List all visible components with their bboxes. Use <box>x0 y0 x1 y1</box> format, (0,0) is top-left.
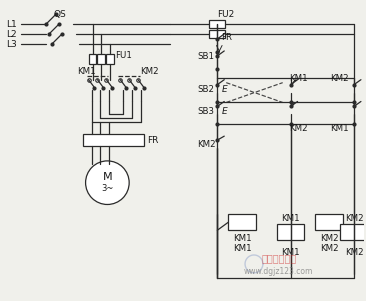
Text: QS: QS <box>54 10 67 19</box>
Text: KM2: KM2 <box>345 214 363 223</box>
Text: KM2: KM2 <box>320 234 339 243</box>
Text: L1: L1 <box>6 20 17 29</box>
Text: FU2: FU2 <box>217 10 235 19</box>
Text: KM2: KM2 <box>330 74 349 83</box>
Text: FR: FR <box>147 135 158 144</box>
Text: L3: L3 <box>6 39 17 48</box>
Text: SB1: SB1 <box>198 52 214 61</box>
Text: KM2: KM2 <box>320 244 339 253</box>
Text: FR: FR <box>221 33 232 42</box>
Text: E: E <box>221 85 227 94</box>
Text: SB2: SB2 <box>198 85 214 94</box>
Text: KM1: KM1 <box>233 244 251 253</box>
Bar <box>209 30 225 38</box>
Text: SB3: SB3 <box>198 107 214 116</box>
Text: KM2: KM2 <box>289 124 307 133</box>
Text: KM1: KM1 <box>281 214 300 223</box>
Text: KM1: KM1 <box>233 234 251 243</box>
Text: KM1: KM1 <box>289 74 307 83</box>
Text: KM2: KM2 <box>345 247 363 256</box>
Text: KM2: KM2 <box>140 67 159 76</box>
Text: KM1: KM1 <box>281 247 300 256</box>
Text: E: E <box>221 107 227 116</box>
Circle shape <box>86 161 129 204</box>
Text: 3~: 3~ <box>101 184 113 193</box>
Text: www.dgjz123.com: www.dgjz123.com <box>244 267 313 276</box>
Bar <box>83 134 144 146</box>
Text: L2: L2 <box>6 29 17 39</box>
Text: KM1: KM1 <box>76 67 95 76</box>
Bar <box>228 214 256 230</box>
Bar <box>89 54 97 64</box>
Bar <box>315 214 343 230</box>
Text: FU1: FU1 <box>115 51 132 61</box>
Text: M: M <box>102 172 112 182</box>
Bar <box>277 224 305 240</box>
Text: KM1: KM1 <box>330 124 349 133</box>
Bar <box>97 54 105 64</box>
Text: KM2: KM2 <box>198 140 216 149</box>
Bar <box>340 224 366 240</box>
Bar <box>107 54 114 64</box>
Text: 电工技术之家: 电工技术之家 <box>261 253 296 263</box>
Bar <box>209 20 225 28</box>
